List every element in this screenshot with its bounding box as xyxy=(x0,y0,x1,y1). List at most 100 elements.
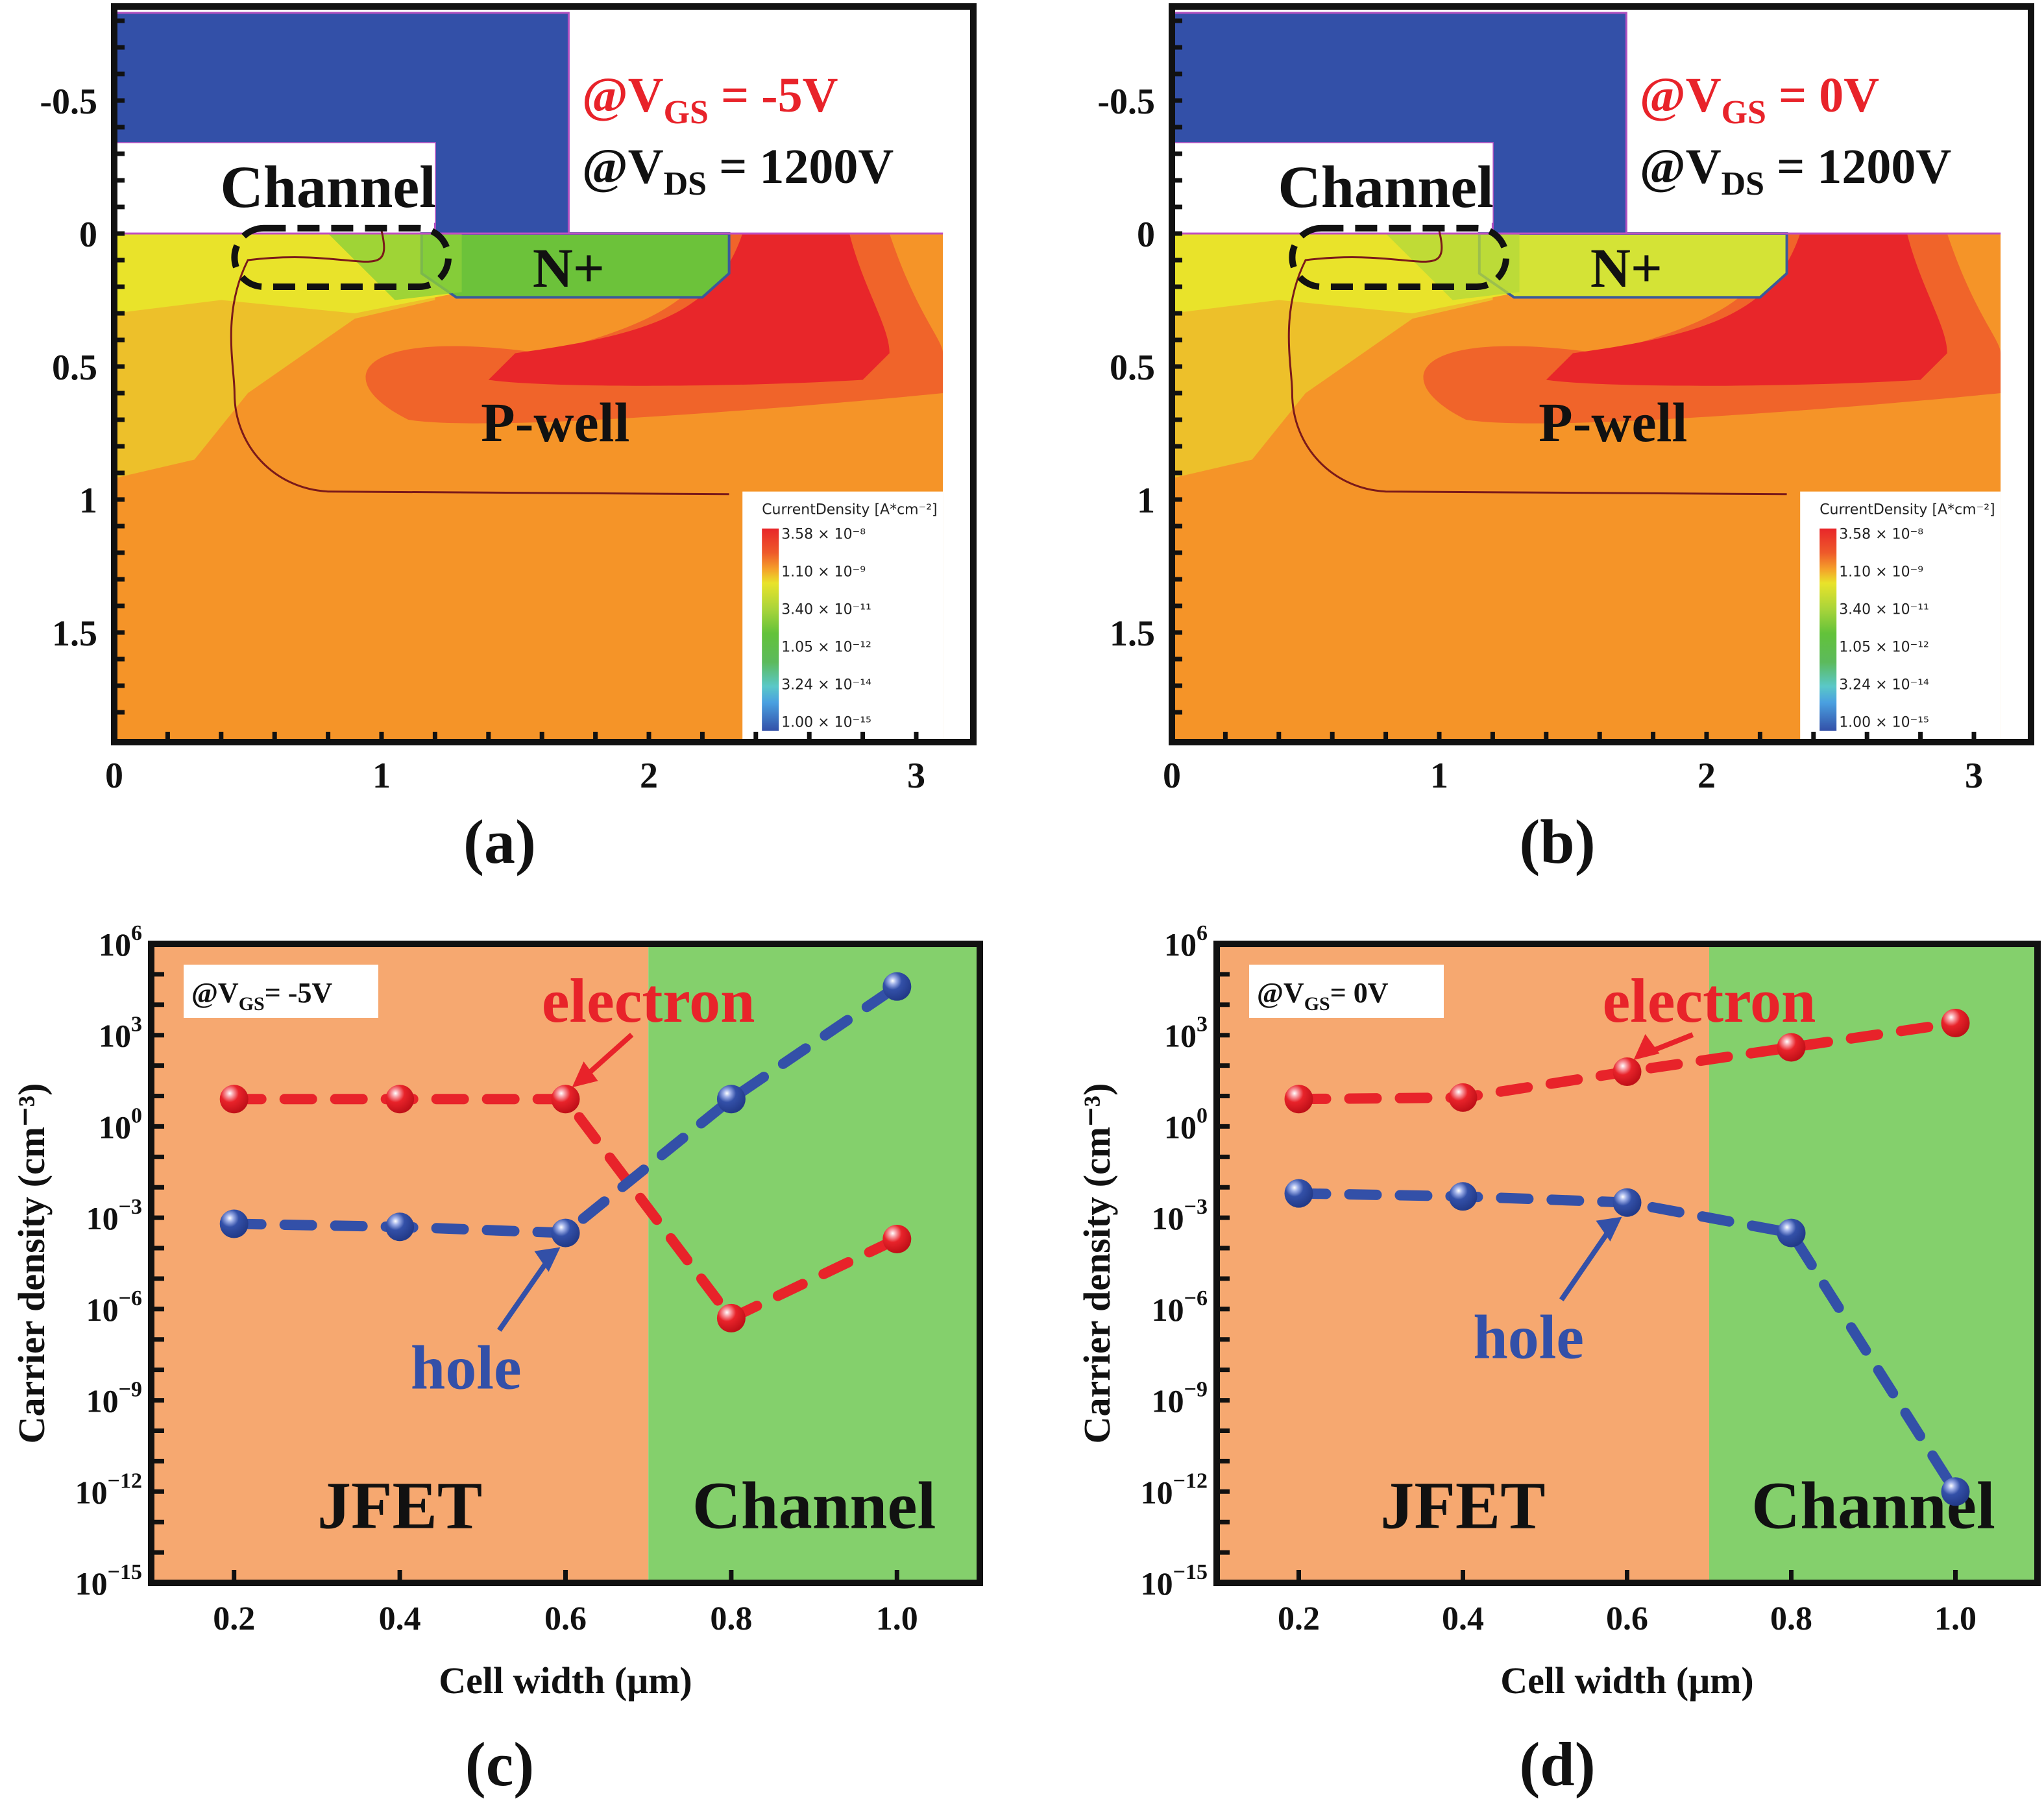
region-channel xyxy=(648,944,980,1583)
electron-arrowhead xyxy=(572,1061,598,1088)
x-tick-label: 0 xyxy=(1163,756,1181,796)
right-margin xyxy=(2001,234,2031,742)
x-tick-label: 3 xyxy=(907,756,925,796)
y-tick-label: 0.5 xyxy=(1110,348,1155,388)
y-tick-label: 10−3 xyxy=(1152,1195,1208,1236)
y-tick-label: 10−9 xyxy=(1152,1378,1208,1419)
hole-arrowhead xyxy=(534,1247,561,1272)
colorbar-label: 1.00 × 10⁻¹⁵ xyxy=(781,715,871,731)
channel-highlight-oval xyxy=(231,224,452,290)
electron-point xyxy=(1941,1008,1970,1037)
right-margin xyxy=(943,234,973,742)
y-tick-label: 103 xyxy=(1164,1013,1208,1054)
y-tick-label: 10−15 xyxy=(1141,1560,1208,1602)
high-current-band-core xyxy=(1546,234,1947,386)
vds-annotation: @VDS = 1200V xyxy=(582,139,894,202)
y-tick-label: 100 xyxy=(1164,1103,1208,1145)
region-label-channel: Channel xyxy=(692,1469,936,1543)
y-tick-label: 10−12 xyxy=(75,1469,142,1510)
electron-point xyxy=(1284,1085,1313,1114)
x-tick-label: 0 xyxy=(105,756,123,796)
depletion-boundary-line xyxy=(1287,230,1787,496)
colorbar-label: 1.05 × 10⁻¹² xyxy=(1839,640,1929,656)
y-tick-label: 1 xyxy=(79,481,97,521)
x-tick-label: 1 xyxy=(1430,756,1448,796)
hole-arrowhead xyxy=(1596,1216,1622,1242)
y-tick-label: 106 xyxy=(1164,921,1208,963)
hole-point xyxy=(385,1212,415,1242)
y-tick-label: 0.5 xyxy=(52,348,97,388)
electron-point xyxy=(219,1085,249,1114)
colorbar-label: 1.10 × 10⁻⁹ xyxy=(781,564,866,581)
x-tick-label: 0.2 xyxy=(1278,1600,1320,1637)
colorbar-label: 3.58 × 10⁻⁸ xyxy=(1839,527,1923,543)
panel-a-current-density-map: 0 1 2 3 -0.5 0 0.5 1 1.5 Channel N+ P-well @VGS = -5… xyxy=(40,3,977,796)
region-jfet xyxy=(151,944,649,1583)
x-tick-label: 2 xyxy=(1697,756,1716,796)
electron-label: electron xyxy=(542,966,755,1035)
panel-d-carrier-density-plot: JFET Channel@VGS= 0V electronhole106103100… xyxy=(1076,921,2041,1702)
y-tick-label: 1.5 xyxy=(52,614,97,654)
colorbar-title: CurrentDensity [A*cm⁻²] xyxy=(762,502,937,518)
vgs-annotation-box xyxy=(1249,965,1444,1018)
hole-point xyxy=(1941,1477,1970,1506)
panel-label-d: (d) xyxy=(1519,1729,1595,1799)
y-tick-label: 10−3 xyxy=(86,1195,142,1236)
panel-b-current-density-map: 0 1 2 3 -0.5 0 0.5 1 1.5 Channel N+ P-well @VGS = 0V… xyxy=(1097,3,2034,796)
electron-point xyxy=(882,1224,912,1253)
x-tick-label: 1.0 xyxy=(876,1600,918,1637)
vgs-annotation-box xyxy=(184,965,378,1018)
hole-label: hole xyxy=(1473,1303,1584,1372)
electron-point xyxy=(551,1085,580,1114)
electron-point xyxy=(1777,1033,1806,1062)
hole-point xyxy=(1612,1188,1642,1217)
gate-oxide-region xyxy=(1172,143,1493,223)
y-tick-label: 0 xyxy=(1137,215,1155,255)
panel-label-c: (c) xyxy=(465,1729,535,1799)
colorbar-title: CurrentDensity [A*cm⁻²] xyxy=(1819,502,1995,518)
electron-arrowhead xyxy=(1633,1034,1660,1060)
y-tick-label: 1 xyxy=(1137,481,1155,521)
hole-point xyxy=(1777,1218,1806,1247)
colorbar-label: 1.00 × 10⁻¹⁵ xyxy=(1839,715,1929,731)
y-axis-title: Carrier density (cm⁻³) xyxy=(10,1083,53,1444)
x-tick-label: 1.0 xyxy=(1934,1600,1977,1637)
electron-point xyxy=(716,1303,746,1332)
y-tick-label: 1.5 xyxy=(1110,614,1155,654)
channel-highlight-oval xyxy=(1289,224,1510,290)
gate-oxide-region xyxy=(114,143,435,223)
colorbar-label: 3.58 × 10⁻⁸ xyxy=(781,527,866,543)
region-label-p-well: P-well xyxy=(1539,391,1687,453)
hole-point xyxy=(219,1209,249,1238)
x-axis-title: Cell width (μm) xyxy=(1500,1659,1754,1702)
colorbar-gradient xyxy=(1819,528,1837,731)
colorbar-label: 3.40 × 10⁻¹¹ xyxy=(781,602,871,618)
region-label-channel: Channel xyxy=(220,154,435,220)
electron-point xyxy=(385,1085,415,1114)
y-tick-label: 100 xyxy=(99,1103,142,1145)
region-label-n-plus: N+ xyxy=(533,237,605,299)
x-tick-label: 0.4 xyxy=(1442,1600,1484,1637)
y-tick-label: 0 xyxy=(79,215,97,255)
depletion-boundary-line xyxy=(230,230,729,496)
vds-annotation: @VDS = 1200V xyxy=(1640,139,1951,202)
x-tick-label: 1 xyxy=(372,756,391,796)
y-tick-label: 10−12 xyxy=(1141,1469,1208,1510)
hole-point xyxy=(1284,1179,1313,1208)
hole-point xyxy=(551,1218,580,1247)
panel-label-a: (a) xyxy=(463,807,536,876)
region-label-n-plus: N+ xyxy=(1590,237,1662,299)
y-tick-label: -0.5 xyxy=(40,82,97,122)
colorbar-label: 3.24 × 10⁻¹⁴ xyxy=(1839,677,1929,693)
region-label-channel: Channel xyxy=(1278,154,1493,220)
region-label-jfet: JFET xyxy=(317,1469,482,1543)
electron-point xyxy=(1448,1083,1478,1112)
x-tick-label: 2 xyxy=(640,756,658,796)
colorbar-label: 1.05 × 10⁻¹² xyxy=(781,640,871,656)
x-tick-label: 0.4 xyxy=(379,1600,421,1637)
hole-point xyxy=(716,1085,746,1114)
vgs-annotation: @VGS= -5V xyxy=(191,977,332,1015)
y-tick-label: 103 xyxy=(99,1013,142,1054)
x-tick-label: 0.8 xyxy=(710,1600,752,1637)
